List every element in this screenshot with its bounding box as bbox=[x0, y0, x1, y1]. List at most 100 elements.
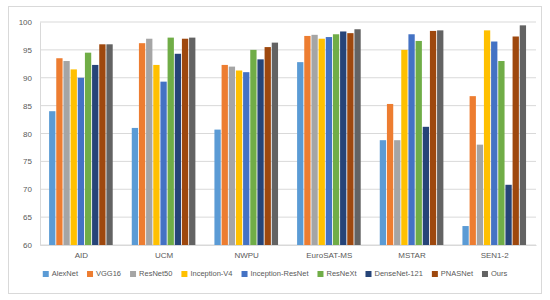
legend-label: PNASNet bbox=[441, 269, 474, 278]
x-tick: NWPU bbox=[234, 245, 259, 260]
grid-line bbox=[40, 217, 536, 218]
bar bbox=[319, 39, 325, 245]
bar bbox=[401, 50, 407, 245]
x-tick-label: AID bbox=[75, 251, 89, 260]
y-axis-line bbox=[40, 23, 41, 246]
bar bbox=[416, 41, 422, 245]
legend-swatch bbox=[365, 271, 371, 277]
bar bbox=[505, 185, 511, 245]
bar bbox=[498, 61, 504, 245]
bar bbox=[484, 30, 490, 245]
bar bbox=[297, 62, 303, 245]
legend-item: DenseNet-121 bbox=[365, 269, 422, 278]
y-tick-label: 80 bbox=[23, 130, 32, 139]
bar bbox=[394, 140, 400, 245]
bar bbox=[354, 29, 360, 245]
bar bbox=[243, 72, 249, 245]
y-tick: 100 bbox=[19, 18, 40, 27]
x-tick-label: MSTAR bbox=[398, 251, 426, 260]
x-tick: EuroSAT-MS bbox=[306, 245, 352, 260]
legend: AlexNet VGG16 ResNet50 Inception-V4 Inceptio… bbox=[43, 269, 508, 278]
legend-label: VGG16 bbox=[96, 269, 121, 278]
legend-item: VGG16 bbox=[87, 269, 121, 278]
bar bbox=[265, 47, 271, 245]
bar-series bbox=[63, 35, 483, 245]
bar bbox=[272, 43, 278, 245]
bar bbox=[229, 67, 235, 245]
bar bbox=[347, 33, 353, 245]
bar bbox=[63, 61, 69, 245]
bar bbox=[423, 127, 429, 245]
bar bbox=[470, 96, 476, 245]
legend-item: AlexNet bbox=[43, 269, 79, 278]
y-tick: 90 bbox=[23, 74, 40, 83]
bar bbox=[160, 82, 166, 245]
bar bbox=[513, 36, 519, 245]
bar-series bbox=[106, 25, 526, 245]
grid-line bbox=[40, 161, 536, 162]
legend-item: ResNeXt bbox=[317, 269, 357, 278]
y-tick-label: 85 bbox=[23, 102, 32, 111]
bar bbox=[71, 69, 77, 245]
legend-swatch bbox=[482, 271, 488, 277]
bar bbox=[462, 226, 468, 245]
legend-swatch bbox=[130, 271, 136, 277]
bar bbox=[257, 59, 263, 245]
x-tick: SEN1-2 bbox=[481, 245, 510, 260]
bar bbox=[491, 42, 497, 245]
y-tick: 75 bbox=[23, 157, 40, 166]
y-tick-label: 65 bbox=[23, 213, 32, 222]
y-tick: 85 bbox=[23, 102, 40, 111]
bar bbox=[340, 31, 346, 245]
legend-swatch bbox=[43, 271, 49, 277]
legend-label: AlexNet bbox=[52, 269, 79, 278]
bar bbox=[430, 31, 436, 245]
x-tick-label: EuroSAT-MS bbox=[306, 251, 352, 260]
legend-swatch bbox=[87, 271, 93, 277]
bar bbox=[78, 78, 84, 245]
bar bbox=[189, 38, 195, 245]
grid-line bbox=[40, 189, 536, 190]
bar-series bbox=[92, 31, 512, 245]
bar bbox=[387, 104, 393, 245]
bar bbox=[99, 44, 105, 245]
legend-label: ResNeXt bbox=[326, 269, 357, 278]
plot: 60 65 70 75 80 85 90 95 100 AID UCM NWPU EuroSAT-MS M… bbox=[19, 18, 537, 260]
y-tick-label: 70 bbox=[23, 185, 32, 194]
legend-item: Inception-V4 bbox=[181, 269, 232, 278]
bar bbox=[153, 65, 159, 245]
legend-item: Inception-ResNet bbox=[242, 269, 310, 278]
bar bbox=[49, 111, 55, 245]
bar bbox=[408, 34, 414, 245]
legend-item: ResNet50 bbox=[130, 269, 172, 278]
y-tick-label: 60 bbox=[23, 241, 32, 250]
legend-label: Inception-ResNet bbox=[251, 269, 310, 278]
legend-item: PNASNet bbox=[432, 269, 474, 278]
x-tick: MSTAR bbox=[398, 245, 426, 260]
bar bbox=[222, 65, 228, 245]
legend-swatch bbox=[181, 271, 187, 277]
y-tick: 65 bbox=[23, 213, 40, 222]
bar bbox=[139, 43, 145, 245]
bar bbox=[92, 65, 98, 245]
y-tick-label: 100 bbox=[19, 18, 33, 27]
chart-frame bbox=[9, 7, 542, 294]
grid-line bbox=[40, 133, 536, 134]
bar bbox=[304, 36, 310, 245]
y-axis: 60 65 70 75 80 85 90 95 100 bbox=[19, 18, 41, 250]
x-tick: AID bbox=[75, 245, 89, 260]
legend-label: ResNet50 bbox=[139, 269, 172, 278]
x-tick: UCM bbox=[155, 245, 174, 260]
bar bbox=[175, 54, 181, 245]
bar bbox=[85, 53, 91, 245]
bar bbox=[520, 25, 526, 245]
bar-series bbox=[71, 30, 491, 245]
y-tick-label: 75 bbox=[23, 157, 32, 166]
grid-line bbox=[40, 22, 536, 23]
bar bbox=[106, 44, 112, 245]
y-tick-label: 95 bbox=[23, 46, 32, 55]
bar bbox=[182, 39, 188, 245]
grid-line bbox=[40, 245, 536, 246]
x-tick-label: UCM bbox=[155, 251, 174, 260]
grid-line bbox=[40, 105, 536, 106]
